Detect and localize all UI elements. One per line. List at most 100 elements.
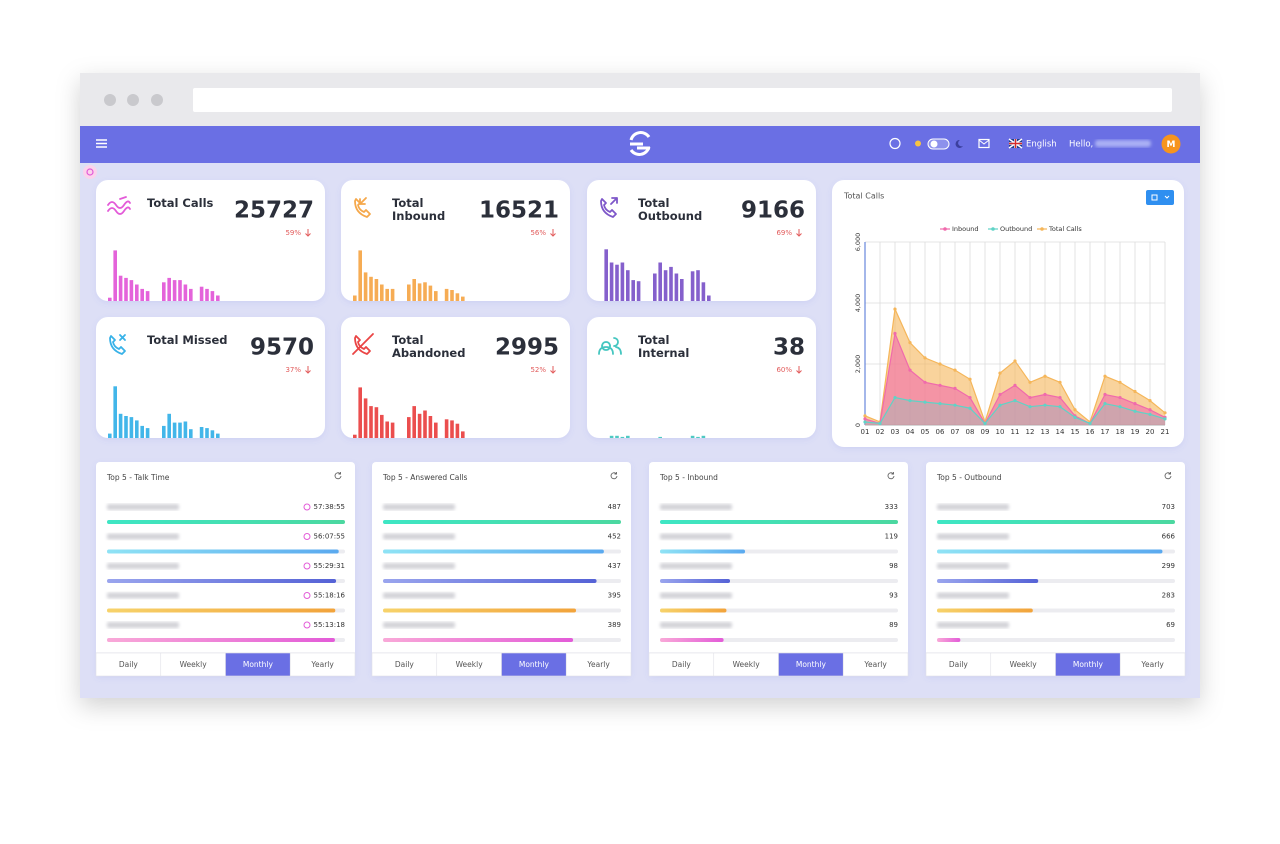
export-button[interactable] — [1146, 190, 1174, 205]
row-value: 93 — [889, 592, 898, 600]
blurred-name — [383, 592, 455, 599]
period-tab[interactable] — [289, 652, 356, 677]
card-icon — [107, 196, 131, 215]
blurred-name — [660, 533, 732, 540]
card-bar — [129, 417, 134, 438]
x-tick-label: 21 — [1161, 428, 1170, 436]
stat-card: Total Missed 9570 37% — [96, 317, 325, 438]
top5-panel: Top 5 - Talk Time 57:38:55 56:07:55 55:29:3… — [95, 462, 356, 677]
blurred-name — [383, 622, 455, 628]
card-bar — [353, 434, 357, 438]
clock-icon — [303, 562, 311, 570]
card-bar — [108, 297, 112, 301]
point — [893, 331, 897, 336]
card-value: 9570 — [250, 335, 314, 361]
refresh-icon[interactable] — [1164, 472, 1172, 480]
period-tab-label: Weekly — [456, 660, 484, 669]
progress-bar — [937, 549, 1163, 554]
help-icon[interactable] — [889, 137, 901, 150]
card-icon — [600, 197, 618, 218]
refresh-icon[interactable] — [610, 472, 618, 480]
point — [1043, 374, 1047, 378]
point — [863, 414, 867, 418]
period-tab[interactable] — [1119, 652, 1186, 677]
x-tick-label: 17 — [1101, 428, 1110, 436]
settings-button[interactable] — [83, 165, 97, 179]
card-bar — [385, 421, 389, 438]
point — [1058, 405, 1062, 409]
export-icon — [1151, 194, 1170, 201]
progress-bar — [383, 549, 604, 554]
row-value: 452 — [608, 533, 621, 541]
card-title-box: Total Abandoned — [392, 334, 465, 360]
blurred-name — [937, 622, 1009, 628]
point — [968, 406, 972, 410]
card-bar — [353, 295, 357, 301]
card-bar — [162, 425, 166, 438]
x-tick-label: 09 — [981, 428, 990, 436]
panel-title: Top 5 - Answered Calls — [382, 473, 468, 482]
card-bar — [118, 413, 123, 438]
card-bg — [96, 180, 325, 301]
x-tick-label: 12 — [1026, 428, 1035, 436]
card-bar — [707, 295, 711, 301]
card-bar — [680, 279, 684, 301]
card-bar — [145, 428, 150, 438]
x-tick-label: 15 — [1071, 428, 1080, 436]
card-bar — [140, 288, 144, 301]
moon-icon — [955, 139, 963, 148]
card-bar — [380, 414, 384, 438]
language[interactable]: English — [1026, 140, 1057, 150]
card-bar — [135, 420, 139, 438]
card-bar — [374, 407, 379, 438]
card-bar — [124, 416, 128, 438]
row-value: 69 — [1166, 621, 1175, 629]
card-bar — [455, 423, 460, 438]
point — [953, 403, 957, 407]
card-bar — [162, 282, 166, 301]
row-value: 98 — [889, 562, 898, 570]
point — [1043, 392, 1047, 397]
card-icon — [354, 197, 371, 218]
legend-label[interactable]: Outbound — [1000, 225, 1032, 233]
period-tab-label: Weekly — [733, 660, 761, 669]
legend-label[interactable]: Inbound — [952, 225, 979, 233]
point — [1073, 408, 1077, 412]
card-title: Total Calls — [147, 197, 214, 210]
x-tick-label: 10 — [996, 428, 1005, 436]
period-tab-label: Daily — [949, 660, 969, 669]
period-tab[interactable] — [842, 652, 909, 677]
card-change: 56% — [530, 229, 546, 237]
refresh-icon[interactable] — [887, 472, 895, 480]
blurred-name — [383, 504, 455, 510]
progress-bar — [660, 549, 746, 554]
point — [863, 417, 867, 421]
mail-icon[interactable] — [978, 138, 990, 149]
refresh-icon[interactable] — [334, 472, 342, 480]
logo[interactable] — [629, 131, 651, 156]
card-title-box: Total Inbound — [392, 197, 445, 223]
clock-icon — [303, 621, 311, 629]
point — [938, 402, 942, 406]
point — [923, 400, 927, 404]
card-bar — [417, 413, 422, 438]
card-bar — [374, 279, 379, 301]
blurred-name — [937, 563, 1009, 569]
card-bar — [113, 386, 117, 438]
legend-label[interactable]: Total Calls — [1048, 225, 1082, 233]
period-tab[interactable] — [565, 652, 632, 677]
row-value: 56:07:55 — [314, 533, 345, 541]
avatar[interactable] — [1161, 134, 1181, 154]
window-dot — [104, 94, 116, 106]
y-tick-label: 6,000 — [854, 233, 862, 252]
point — [893, 307, 897, 311]
blurred-name — [107, 533, 179, 540]
blurred-name — [660, 504, 732, 510]
menu-icon[interactable] — [96, 139, 107, 148]
address-bar[interactable] — [193, 88, 1172, 112]
card-value: 2995 — [495, 335, 559, 361]
panel-title: Top 5 - Talk Time — [106, 473, 170, 482]
card-change: 69% — [776, 229, 792, 237]
avatar-initial: M — [1167, 140, 1176, 150]
card-icon — [109, 334, 126, 355]
